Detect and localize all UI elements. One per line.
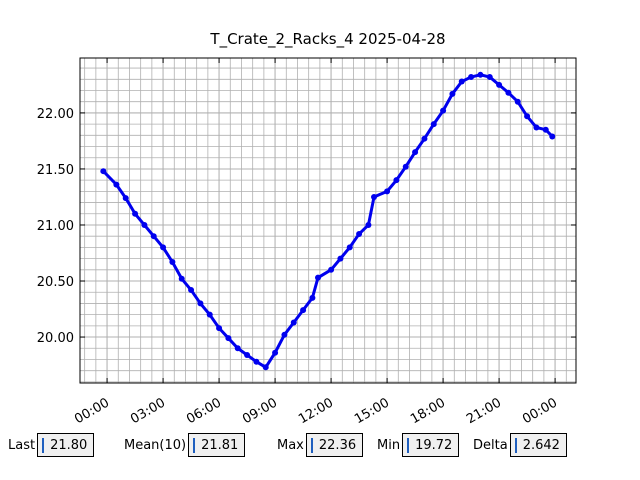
stat-value: 21.80 bbox=[37, 433, 95, 457]
data-point bbox=[486, 74, 493, 81]
data-point bbox=[188, 286, 195, 293]
stat-value: 21.81 bbox=[188, 433, 246, 457]
stats-bar: Last 21.80 Mean(10) 21.81 Max 22.36 Min 19.72 De… bbox=[0, 432, 640, 458]
data-point bbox=[160, 244, 167, 251]
stat-label: Max bbox=[277, 437, 304, 453]
stat-value: 2.642 bbox=[509, 433, 567, 457]
data-point bbox=[393, 177, 400, 184]
stat-label: Min bbox=[377, 437, 401, 453]
x-tick-label: 09:00 bbox=[240, 395, 280, 427]
x-tick-label: 06:00 bbox=[184, 395, 224, 427]
data-point bbox=[262, 364, 269, 371]
y-tick-label: 22.00 bbox=[37, 107, 74, 122]
data-point bbox=[206, 311, 213, 318]
stat-label: Mean(10) bbox=[124, 437, 187, 453]
data-point bbox=[253, 358, 260, 365]
stat-value-text: 21.80 bbox=[50, 437, 88, 453]
data-point bbox=[412, 149, 419, 156]
data-point bbox=[328, 266, 335, 273]
stat-value: 22.36 bbox=[305, 433, 364, 457]
data-point bbox=[281, 331, 288, 338]
data-point bbox=[371, 193, 378, 200]
x-tick-label: 15:00 bbox=[352, 395, 392, 427]
stat: Last 21.80 bbox=[8, 432, 95, 458]
x-tick-label: 03:00 bbox=[128, 395, 168, 427]
data-point bbox=[440, 107, 447, 114]
data-point bbox=[365, 221, 372, 228]
data-point bbox=[514, 98, 521, 105]
stat: Mean(10) 21.81 bbox=[124, 432, 246, 458]
stat-value-text: 21.81 bbox=[201, 437, 239, 453]
data-point bbox=[402, 163, 409, 170]
x-tick-label: 18:00 bbox=[408, 395, 448, 427]
data-point bbox=[141, 221, 148, 228]
x-tick-label: 21:00 bbox=[464, 395, 504, 427]
data-point bbox=[384, 188, 391, 195]
plot-frame bbox=[79, 57, 577, 384]
data-point bbox=[421, 135, 428, 142]
data-point bbox=[533, 124, 540, 131]
data-point bbox=[113, 181, 120, 188]
data-point bbox=[169, 258, 176, 265]
data-point bbox=[477, 71, 484, 78]
data-point bbox=[337, 255, 344, 262]
data-point bbox=[505, 89, 512, 96]
stat-label: Delta bbox=[473, 437, 508, 453]
stat: Delta 2.642 bbox=[473, 432, 567, 458]
data-point bbox=[225, 335, 232, 342]
data-point bbox=[216, 325, 223, 332]
data-point bbox=[122, 195, 129, 202]
stat-label: Last bbox=[8, 437, 36, 453]
chart-title: T_Crate_2_Racks_4 2025-04-28 bbox=[209, 30, 445, 49]
data-point bbox=[150, 233, 157, 240]
stat-value-text: 22.36 bbox=[318, 437, 357, 453]
stat: Max 22.36 bbox=[277, 432, 364, 458]
data-point bbox=[449, 90, 456, 97]
x-tick-label: 12:00 bbox=[296, 395, 336, 427]
stat-value-text: 19.72 bbox=[415, 437, 453, 453]
chart: T_Crate_2_Racks_4 2025-04-28 20.00 20.50 2… bbox=[37, 30, 577, 427]
data-point bbox=[244, 351, 251, 358]
x-tick-label: 00:00 bbox=[72, 395, 112, 427]
y-tick-label: 20.50 bbox=[37, 275, 74, 290]
y-tick-label: 20.00 bbox=[37, 331, 74, 346]
data-point bbox=[468, 74, 475, 81]
data-point bbox=[430, 121, 437, 128]
data-point bbox=[197, 300, 204, 307]
data-point bbox=[458, 78, 465, 85]
data-point bbox=[524, 113, 531, 120]
data-point bbox=[315, 274, 322, 281]
data-point bbox=[346, 244, 353, 251]
stat: Min 19.72 bbox=[377, 432, 460, 458]
data-point bbox=[272, 349, 279, 356]
y-tick-label: 21.50 bbox=[37, 163, 74, 178]
stat-value: 19.72 bbox=[402, 433, 460, 457]
y-tick-label: 21.00 bbox=[37, 219, 74, 234]
data-point bbox=[290, 319, 297, 326]
data-point bbox=[309, 294, 316, 301]
data-point bbox=[132, 210, 139, 217]
data-point bbox=[100, 168, 107, 175]
data-point bbox=[178, 275, 185, 282]
stat-value-text: 2.642 bbox=[522, 437, 560, 453]
data-point bbox=[234, 345, 241, 352]
x-tick-label: 00:00 bbox=[520, 395, 560, 427]
data-line bbox=[102, 73, 554, 370]
data-point bbox=[356, 230, 363, 237]
data-point bbox=[300, 307, 307, 314]
data-point bbox=[549, 133, 556, 140]
data-point bbox=[542, 126, 549, 133]
data-point bbox=[496, 81, 503, 88]
